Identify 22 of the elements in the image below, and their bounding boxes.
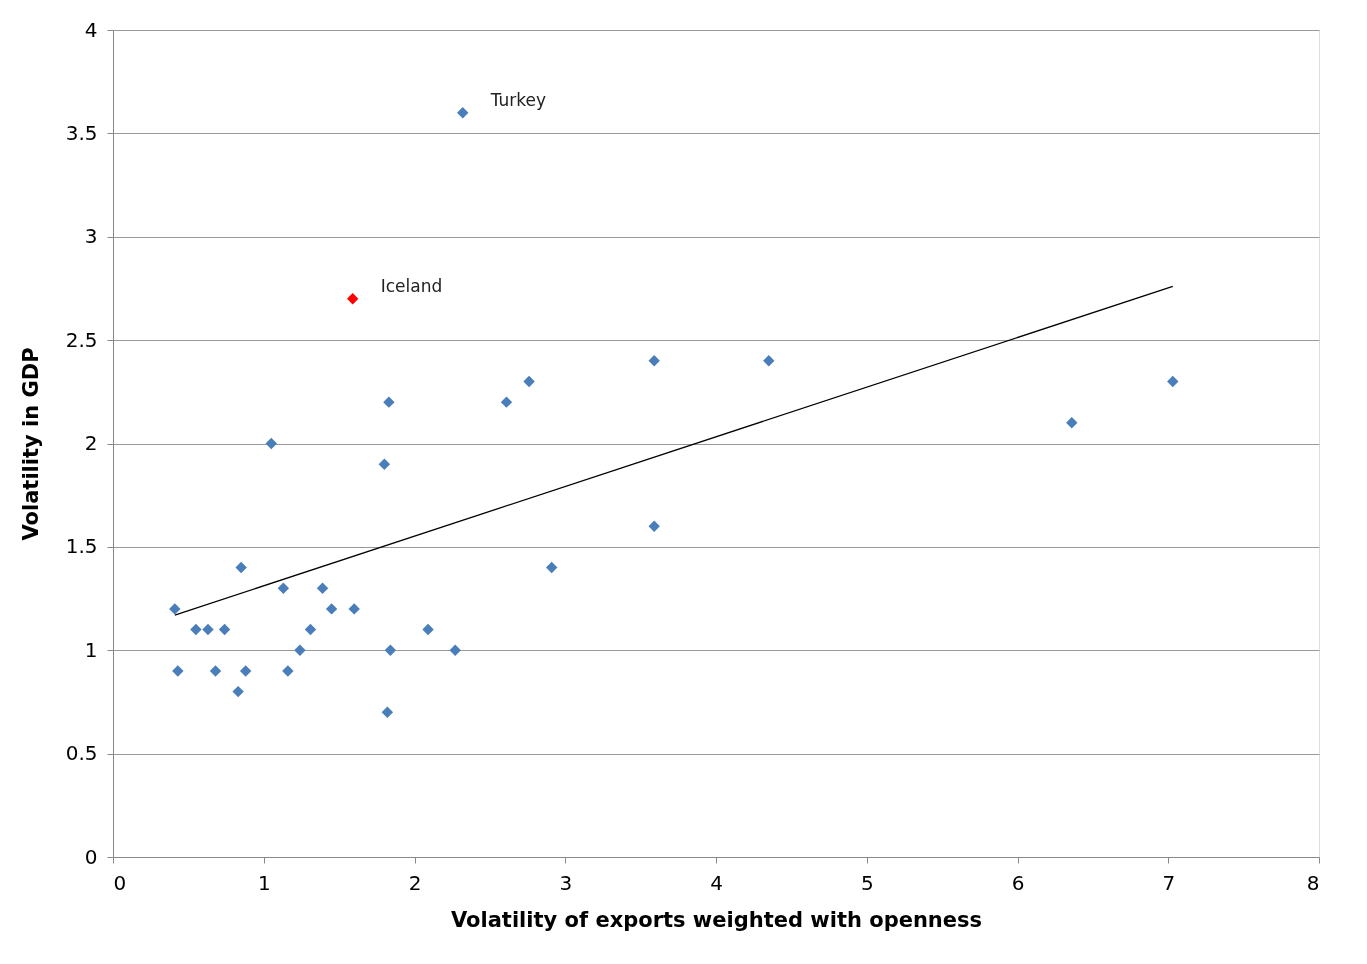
y-tick-label: 0.5 (65, 741, 98, 766)
annotation: Turkey (489, 89, 547, 110)
y-tick-label: 1 (84, 637, 98, 662)
annotation: Iceland (380, 275, 443, 296)
x-tick-label: 5 (860, 870, 874, 895)
y-tick-label: 3 (84, 224, 98, 249)
y-tick-label: 2 (84, 431, 98, 455)
x-axis-title: Volatility of exports weighted with openness (450, 907, 983, 932)
x-tick-label: 8 (1306, 870, 1320, 895)
y-tick-label: 2.5 (65, 327, 98, 352)
x-tick-label: 7 (1162, 870, 1176, 895)
y-tick-label: 3.5 (65, 120, 98, 145)
y-axis-title: Volatility in GDP (18, 347, 43, 541)
x-tick-label: 6 (1011, 870, 1025, 895)
y-tick-label: 0 (84, 844, 98, 869)
x-tick-label: 2 (408, 870, 422, 895)
y-tick-label: 4 (84, 17, 98, 42)
x-tick-label: 1 (257, 870, 271, 895)
x-tick-label: 4 (710, 870, 723, 895)
y-tick-label: 1.5 (65, 534, 98, 559)
x-tick-label: 3 (559, 870, 573, 895)
x-tick-label: 0 (113, 870, 127, 895)
